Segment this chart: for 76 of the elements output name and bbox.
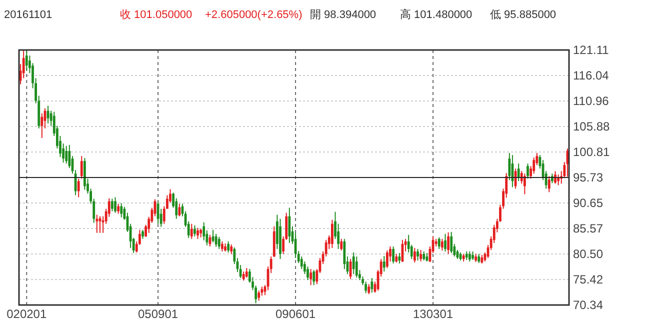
candlestick bbox=[218, 236, 220, 250]
candlestick bbox=[370, 278, 374, 294]
candlestick bbox=[340, 238, 343, 251]
candlestick bbox=[343, 238, 346, 270]
candlestick bbox=[386, 250, 388, 269]
candlestick bbox=[392, 246, 395, 264]
candlestick bbox=[178, 203, 181, 217]
text: 高 101.480000 bbox=[400, 8, 472, 21]
chart-title: 20161101 bbox=[4, 9, 52, 21]
candlestick bbox=[40, 112, 44, 138]
y-tick-label: 116.04 bbox=[573, 68, 610, 83]
x-tick-label: 090601 bbox=[276, 307, 316, 321]
candlestick bbox=[330, 219, 334, 248]
text: 收 101.050000 bbox=[120, 9, 192, 21]
candlestick bbox=[517, 163, 520, 182]
candlestick bbox=[288, 207, 291, 244]
candlestick bbox=[196, 227, 199, 240]
candlestick bbox=[190, 223, 193, 240]
candlestick bbox=[526, 163, 529, 180]
candlestick bbox=[77, 178, 80, 198]
y-tick-label: 70.34 bbox=[573, 298, 604, 312]
candlestick bbox=[120, 202, 123, 218]
candlestick bbox=[65, 145, 68, 164]
text: 開 98.394000 bbox=[310, 9, 376, 21]
candlestick bbox=[310, 268, 312, 286]
candlestick bbox=[142, 229, 144, 240]
candlestick bbox=[416, 248, 419, 261]
candlestick bbox=[413, 247, 416, 264]
candlestick bbox=[440, 238, 444, 251]
text: +2.605000(+2.65%) bbox=[205, 9, 302, 21]
candlestick bbox=[260, 286, 264, 296]
y-tick-label: 90.65 bbox=[573, 196, 604, 210]
candlestick bbox=[227, 240, 230, 253]
candlestick bbox=[523, 173, 526, 195]
candlestick bbox=[245, 268, 248, 278]
candlestick bbox=[220, 240, 224, 252]
candlestick bbox=[110, 198, 114, 212]
text: 低 95.885000 bbox=[490, 9, 556, 21]
candlestick bbox=[80, 156, 83, 180]
candlestick bbox=[382, 255, 386, 272]
candlestick bbox=[554, 170, 556, 184]
candlestick bbox=[258, 290, 260, 302]
candlestick bbox=[548, 176, 550, 193]
y-tick-label: 110.96 bbox=[573, 94, 610, 108]
x-tick-label: 020201 bbox=[6, 307, 47, 321]
candlestick bbox=[352, 252, 355, 275]
y-tick-label: 105.88 bbox=[573, 120, 610, 134]
y-tick-label: 75.42 bbox=[573, 272, 604, 287]
candlestick bbox=[368, 284, 370, 295]
candlestick bbox=[117, 203, 120, 214]
candlestick bbox=[478, 253, 480, 264]
candlestick bbox=[468, 250, 471, 262]
x-tick-label: 130301 bbox=[413, 307, 454, 321]
y-tick-label: 121.11 bbox=[573, 43, 610, 58]
candlestick bbox=[230, 244, 233, 254]
y-tick-label: 80.50 bbox=[573, 247, 604, 262]
candlestick bbox=[450, 231, 453, 254]
candlestick bbox=[214, 233, 218, 248]
y-tick-label: 100.81 bbox=[573, 145, 610, 160]
candlestick bbox=[532, 157, 536, 174]
candlestick bbox=[193, 224, 196, 237]
candlestick bbox=[25, 50, 28, 72]
y-tick-label: 85.57 bbox=[573, 222, 604, 236]
candlestick bbox=[447, 232, 450, 254]
x-tick-label: 050901 bbox=[138, 307, 178, 321]
candlestick bbox=[355, 256, 358, 278]
candlestick bbox=[398, 252, 401, 264]
candlestick bbox=[96, 214, 98, 234]
candlestick bbox=[444, 233, 446, 252]
candlestick bbox=[242, 271, 245, 282]
candlestick bbox=[422, 250, 426, 261]
candlestick bbox=[114, 196, 116, 214]
candlestick bbox=[312, 270, 316, 286]
candlestick bbox=[420, 249, 422, 262]
y-tick-label: 95.73 bbox=[573, 170, 604, 185]
candlestick bbox=[438, 236, 440, 250]
